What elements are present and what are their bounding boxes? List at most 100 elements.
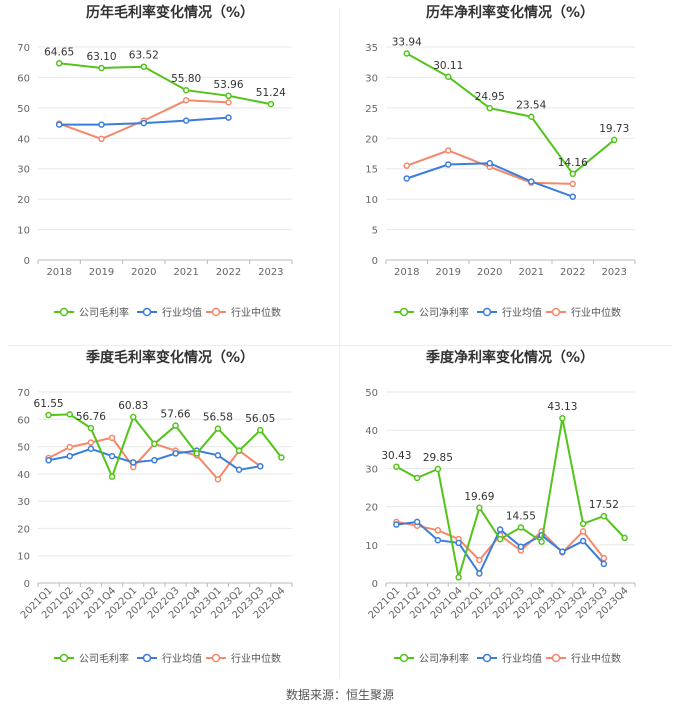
data-point (579, 537, 587, 545)
data-point (87, 424, 95, 432)
y-tick-label: 40 (17, 134, 30, 145)
y-tick-label: 40 (17, 470, 30, 481)
data-label: 53.96 (213, 79, 243, 91)
data-point (496, 535, 504, 543)
legend-swatch-marker (142, 307, 152, 317)
data-label: 56.05 (245, 413, 275, 425)
data-point (108, 452, 116, 460)
data-point (413, 474, 421, 482)
data-point (55, 121, 63, 128)
data-point (257, 462, 264, 470)
data-point (538, 538, 545, 545)
y-tick-label: 50 (17, 104, 30, 115)
data-point (66, 452, 73, 460)
data-point (225, 92, 232, 100)
data-point (140, 63, 148, 70)
y-tick-label: 50 (365, 388, 378, 399)
data-label: 43.13 (547, 401, 577, 413)
y-tick-label: 30 (365, 73, 378, 84)
data-point (98, 64, 105, 72)
series-line (406, 52, 615, 176)
data-label: 56.58 (203, 412, 233, 424)
data-point (108, 434, 116, 442)
data-point (486, 159, 493, 167)
chart-svg: 季度净利率变化情况（%）010203040502021Q12021Q22021Q… (365, 349, 636, 665)
y-tick-label: 10 (365, 541, 378, 552)
data-point (235, 466, 243, 474)
x-tick-label: 2019 (89, 267, 114, 278)
legend-label: 行业均值 (162, 652, 202, 665)
x-tick-label: 2018 (46, 267, 71, 278)
x-tick-label: 2023 (258, 267, 283, 278)
data-label: 14.16 (558, 157, 588, 169)
data-point (214, 476, 222, 483)
data-label: 63.10 (86, 51, 116, 63)
x-tick-label: 2023 (602, 267, 627, 278)
legend-label: 行业均值 (162, 306, 202, 319)
legend-swatch-marker (551, 653, 561, 663)
data-point (182, 117, 190, 124)
data-point (225, 114, 232, 121)
data-point (193, 450, 200, 457)
data-point (214, 452, 222, 459)
data-point (393, 463, 400, 471)
data-point (600, 560, 608, 568)
data-point (403, 50, 410, 57)
data-label: 64.65 (44, 46, 74, 58)
data-point (182, 97, 190, 104)
y-tick-label: 10 (365, 195, 378, 206)
chart-title: 季度净利率变化情况（%） (425, 349, 594, 366)
data-point (172, 450, 179, 457)
data-point (528, 113, 535, 120)
x-tick-label: 2020 (131, 267, 156, 278)
data-point (130, 459, 137, 466)
data-point (445, 161, 452, 168)
legend-swatch-marker (482, 307, 492, 317)
data-point (55, 60, 63, 67)
y-tick-label: 20 (365, 134, 378, 145)
series-line (59, 62, 271, 106)
data-point (235, 447, 243, 454)
chart-svg: 历年毛利率变化情况（%） 0 10 20 30 40 50 60 70 2018 2019 2020 2… (17, 4, 293, 319)
y-tick-label: 60 (17, 73, 30, 84)
x-tick-label: 2020 (477, 267, 502, 278)
chart-svg: 历年净利率变化情况（%） 0 5 10 15 20 25 30 35 2018 2019 2020 20… (365, 4, 636, 319)
chart-title: 季度毛利率变化情况（%） (85, 349, 254, 366)
y-tick-label: 0 (372, 256, 378, 267)
data-point (393, 521, 400, 528)
x-tick-label: 2019 (436, 267, 461, 278)
data-point (403, 175, 410, 182)
data-point (476, 556, 483, 564)
data-point (569, 193, 576, 200)
legend-label: 行业中位数 (571, 652, 621, 665)
data-label: 57.66 (161, 409, 191, 421)
horizontal-divider (8, 345, 672, 346)
data-point (66, 443, 73, 451)
data-point (151, 440, 158, 448)
chart-quarterly-net-margin: 季度净利率变化情况（%） 0 10 20 30 40 50 2021Q1 2021Q2 2021Q… (340, 345, 680, 690)
data-label: 30.43 (381, 450, 411, 462)
series-line (48, 413, 283, 480)
data-point (517, 543, 525, 550)
data-point (413, 518, 421, 526)
data-point (225, 99, 232, 106)
series-line (395, 418, 626, 578)
legend-swatch-marker (399, 653, 409, 663)
data-point (621, 534, 628, 542)
data-label: 19.73 (599, 123, 629, 135)
legend-label: 公司毛利率 (79, 306, 129, 319)
chart-svg: 季度毛利率变化情况（%）0102030405060702021Q12021Q22… (17, 349, 293, 665)
data-point (182, 86, 190, 94)
legend-label: 行业中位数 (571, 306, 621, 319)
data-point (267, 100, 275, 108)
data-point (476, 570, 483, 577)
data-point (445, 73, 452, 81)
data-point (486, 104, 493, 112)
data-source-footer: 数据来源：恒生聚源 (285, 688, 394, 702)
legend-label: 公司净利率 (419, 306, 469, 319)
y-tick-label: 35 (365, 43, 378, 54)
legend-label: 行业中位数 (231, 652, 281, 665)
legend-label: 公司毛利率 (79, 652, 129, 665)
legend-label: 行业中位数 (231, 306, 281, 319)
y-tick-label: 10 (17, 552, 30, 563)
